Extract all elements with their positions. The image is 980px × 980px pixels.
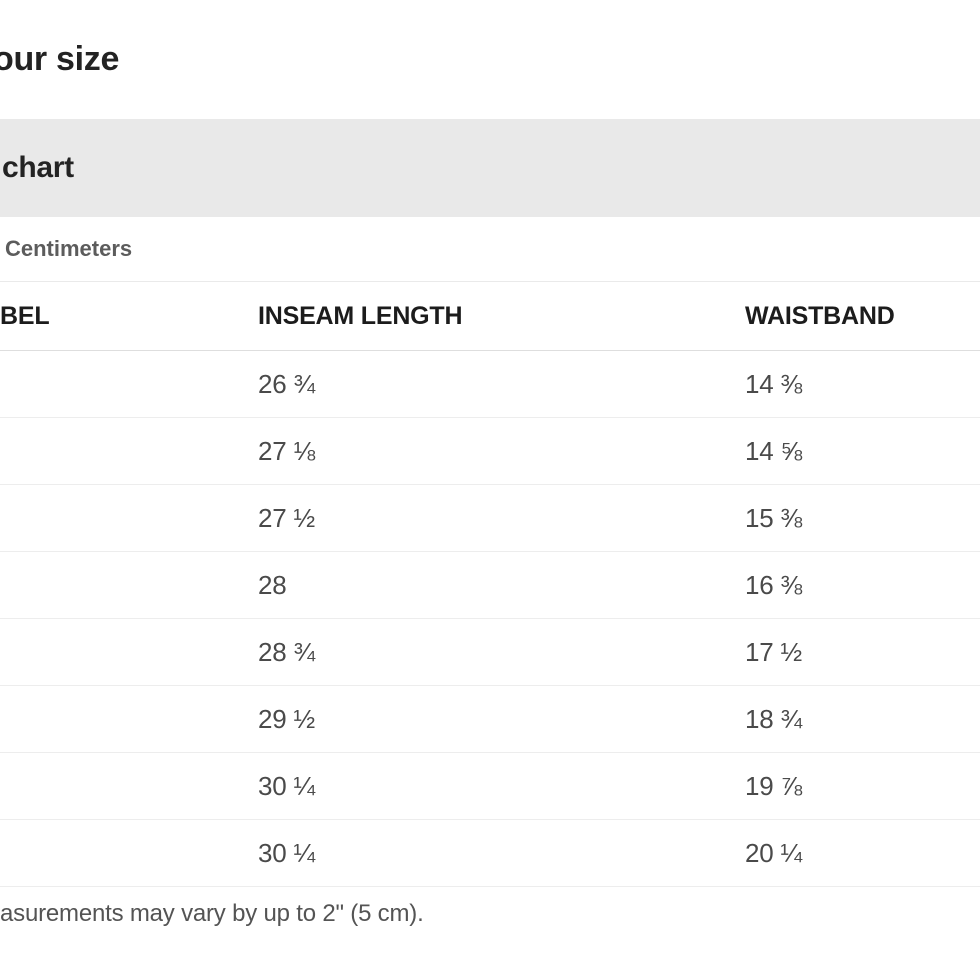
- table-row: 27 ⅛ 14 ⅝: [0, 418, 980, 485]
- units-toggle-centimeters[interactable]: Centimeters: [5, 236, 133, 261]
- cell-inseam-length: 30 ¼: [258, 837, 316, 868]
- cell-waistband: 18 ¾: [745, 703, 803, 734]
- table-row: 29 ½ 18 ¾: [0, 686, 980, 753]
- table-row: 28 16 ⅜: [0, 552, 980, 619]
- section-header-band: chart: [0, 119, 980, 217]
- cell-waistband: 14 ⅝: [745, 435, 803, 466]
- cell-inseam-length: 27 ⅛: [258, 435, 316, 466]
- cell-inseam-length: 28: [258, 569, 287, 600]
- cell-waistband: 16 ⅜: [745, 569, 803, 600]
- cell-inseam-length: 26 ¾: [258, 368, 316, 399]
- column-header-waistband: WAISTBAND: [745, 301, 895, 330]
- table-header-row: BEL INSEAM LENGTH WAISTBAND: [0, 282, 980, 351]
- cell-waistband: 17 ½: [745, 636, 803, 667]
- cell-inseam-length: 30 ¼: [258, 770, 316, 801]
- page-title: our size: [0, 40, 120, 78]
- table-body: 26 ¾ 14 ⅜ 27 ⅛ 14 ⅝ 27 ½ 15 ⅜ 28 16 ⅜ 28…: [0, 351, 980, 887]
- table-row: 30 ¼ 19 ⅞: [0, 753, 980, 820]
- cell-waistband: 15 ⅜: [745, 502, 803, 533]
- table-row: 30 ¼ 20 ¼: [0, 820, 980, 887]
- column-header-inseam-length: INSEAM LENGTH: [258, 301, 463, 330]
- table-row: 27 ½ 15 ⅜: [0, 485, 980, 552]
- table-row: 28 ¾ 17 ½: [0, 619, 980, 686]
- measurement-disclaimer: asurements may vary by up to 2" (5 cm).: [0, 900, 424, 927]
- cell-waistband: 20 ¼: [745, 837, 803, 868]
- cell-inseam-length: 27 ½: [258, 502, 316, 533]
- column-header-size-label: BEL: [0, 301, 50, 330]
- cell-waistband: 14 ⅜: [745, 368, 803, 399]
- section-header: chart: [2, 151, 74, 184]
- cell-waistband: 19 ⅞: [745, 770, 803, 801]
- cell-inseam-length: 29 ½: [258, 703, 316, 734]
- size-chart-table: BEL INSEAM LENGTH WAISTBAND 26 ¾ 14 ⅜ 27…: [0, 281, 980, 887]
- cell-inseam-length: 28 ¾: [258, 636, 316, 667]
- table-row: 26 ¾ 14 ⅜: [0, 351, 980, 418]
